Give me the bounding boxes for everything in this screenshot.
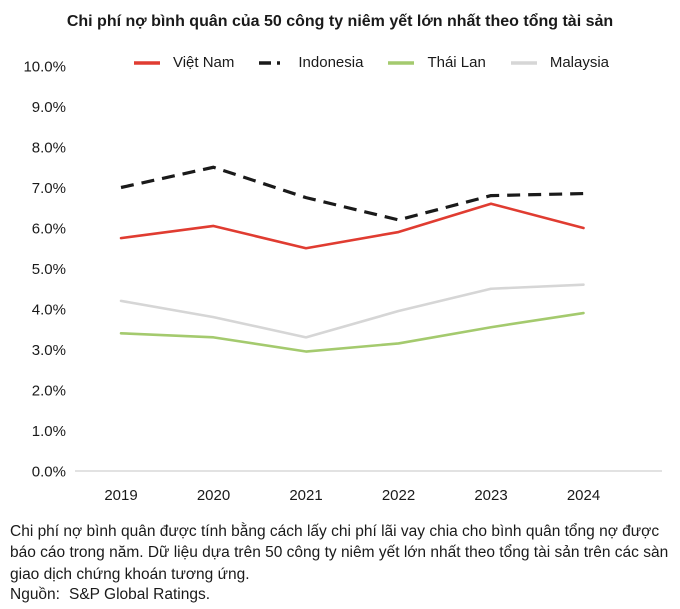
- legend-label: Malaysia: [549, 54, 610, 71]
- legend-label: Thái Lan: [427, 54, 486, 71]
- x-tick-label: 2020: [197, 487, 230, 504]
- y-tick-label: 7.0%: [32, 180, 66, 197]
- series-line-indonesia: [120, 165, 584, 222]
- y-tick-label: 0.0%: [32, 464, 66, 481]
- x-tick-label: 2021: [289, 487, 322, 504]
- y-tick-label: 2.0%: [32, 383, 66, 400]
- legend-item-viet-nam: Việt Nam: [133, 54, 234, 71]
- legend-label: Indonesia: [298, 54, 364, 71]
- source-value: S&P Global Ratings.: [68, 586, 210, 603]
- legend-line-icon: [510, 60, 537, 65]
- y-tick-label: 10.0%: [23, 59, 66, 76]
- footnote-text: Chi phí nợ bình quân được tính bằng cách…: [10, 523, 669, 583]
- chart-title: Chi phí nợ bình quân của 50 công ty niêm…: [66, 13, 614, 30]
- x-tick-label: 2019: [104, 487, 137, 504]
- y-tick-label: 6.0%: [32, 221, 66, 238]
- x-tick-label: 2024: [567, 487, 600, 504]
- y-tick-label: 3.0%: [32, 342, 66, 359]
- y-tick-label: 4.0%: [32, 302, 66, 319]
- legend-item-thai-lan: Thái Lan: [387, 54, 486, 71]
- legend-label: Việt Nam: [172, 54, 235, 71]
- y-tick-label: 8.0%: [32, 140, 66, 157]
- x-tick-label: 2022: [382, 487, 415, 504]
- legend: Việt Nam Indonesia Thái Lan Malaysia: [70, 54, 672, 71]
- source-label: Nguồn:: [10, 586, 60, 603]
- legend-line-icon: [259, 60, 286, 65]
- legend-line-icon: [133, 60, 160, 65]
- legend-item-indonesia: Indonesia: [258, 54, 363, 71]
- y-tick-label: 1.0%: [32, 423, 66, 440]
- series-line-thai-lan: [119, 311, 585, 353]
- y-tick-label: 9.0%: [32, 99, 66, 116]
- legend-line-icon: [388, 60, 415, 65]
- series-line-viet-nam: [119, 202, 585, 250]
- series-line-malaysia: [119, 283, 585, 339]
- x-tick-label: 2023: [474, 487, 507, 504]
- y-tick-label: 5.0%: [32, 261, 66, 278]
- line-chart: 0.0% 1.0% 2.0% 3.0% 4.0% 5.0% 6.0% 7.0% 8.0% 9.0%…: [23, 59, 662, 504]
- source-line: Nguồn: S&P Global Ratings.: [10, 586, 210, 604]
- legend-item-malaysia: Malaysia: [510, 54, 609, 71]
